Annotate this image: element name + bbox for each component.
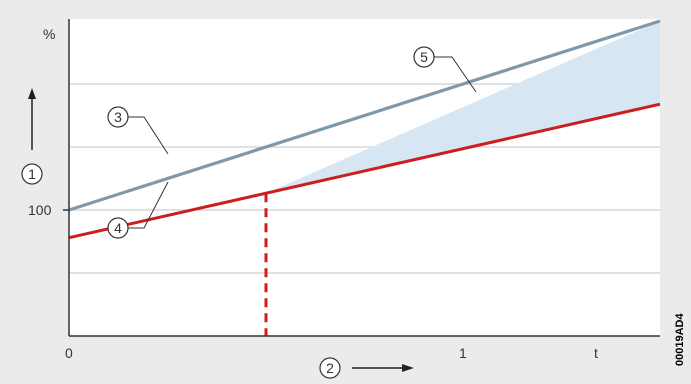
callout-leader-5 — [434, 56, 477, 93]
callout-leader-3 — [128, 116, 169, 155]
x-axis-marker-label: 2 — [326, 360, 334, 376]
callout-label-5: 5 — [420, 49, 428, 65]
x-tick-label-1: 1 — [459, 345, 467, 361]
series-line-3 — [68, 102, 661, 240]
y-tick-label-100: 100 — [28, 202, 52, 218]
x-tick-label-0: 0 — [65, 345, 73, 361]
y-axis-marker-circle — [21, 163, 43, 185]
x-axis-marker-circle — [319, 357, 341, 379]
gridlines — [69, 83, 660, 274]
callout-label-4: 4 — [114, 220, 122, 236]
y-axis-marker-label: 1 — [28, 166, 36, 182]
y-axis-arrow-icon — [28, 88, 36, 99]
x-tick-label-t: t — [594, 345, 598, 361]
figure-id-label: 00019AD4 — [674, 313, 686, 366]
callout-label-3: 3 — [114, 109, 122, 125]
y-unit-label: % — [43, 26, 55, 42]
shaded-region — [266, 21, 660, 194]
x-axis-arrow-icon — [402, 364, 414, 372]
callout-leader-4 — [128, 181, 169, 229]
series-line-4 — [68, 19, 661, 212]
